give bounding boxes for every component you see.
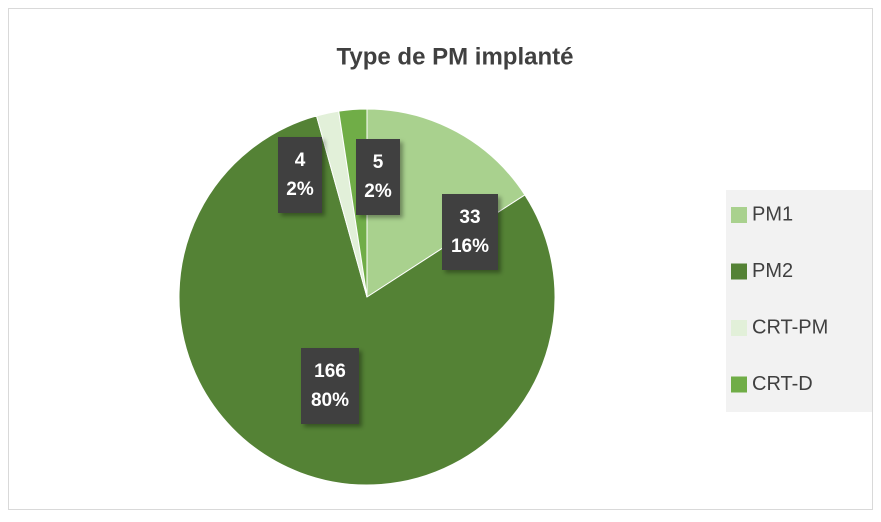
legend-label: PM2 — [752, 260, 793, 282]
legend-label: PM1 — [752, 203, 793, 225]
data-label-box — [356, 139, 400, 215]
data-label: 42% — [278, 137, 322, 213]
legend-swatch — [731, 376, 747, 393]
data-label-box — [442, 194, 498, 270]
legend: PM1 PM2 CRT-PM CRT-D — [731, 203, 828, 395]
data-label-value: 166 — [314, 361, 346, 382]
legend-label: CRT-D — [752, 373, 813, 395]
chart-title: Type de PM implanté — [337, 43, 574, 70]
data-label-share: 2% — [286, 179, 314, 200]
legend-box — [726, 190, 872, 412]
data-label-box — [278, 137, 322, 213]
legend-swatch — [731, 263, 747, 280]
data-label-box — [301, 348, 359, 424]
data-label-value: 4 — [295, 150, 306, 171]
data-label: 52% — [356, 139, 400, 215]
data-label-share: 80% — [311, 390, 349, 411]
data-label-value: 33 — [459, 207, 480, 228]
legend-swatch — [731, 207, 747, 223]
data-label-value: 5 — [373, 152, 384, 173]
legend-label: CRT-PM — [752, 316, 828, 338]
legend-swatch — [731, 320, 747, 336]
pie-slice — [178, 115, 556, 486]
data-label-share: 16% — [451, 236, 489, 257]
data-label-share: 2% — [364, 181, 392, 202]
pie — [178, 108, 556, 486]
